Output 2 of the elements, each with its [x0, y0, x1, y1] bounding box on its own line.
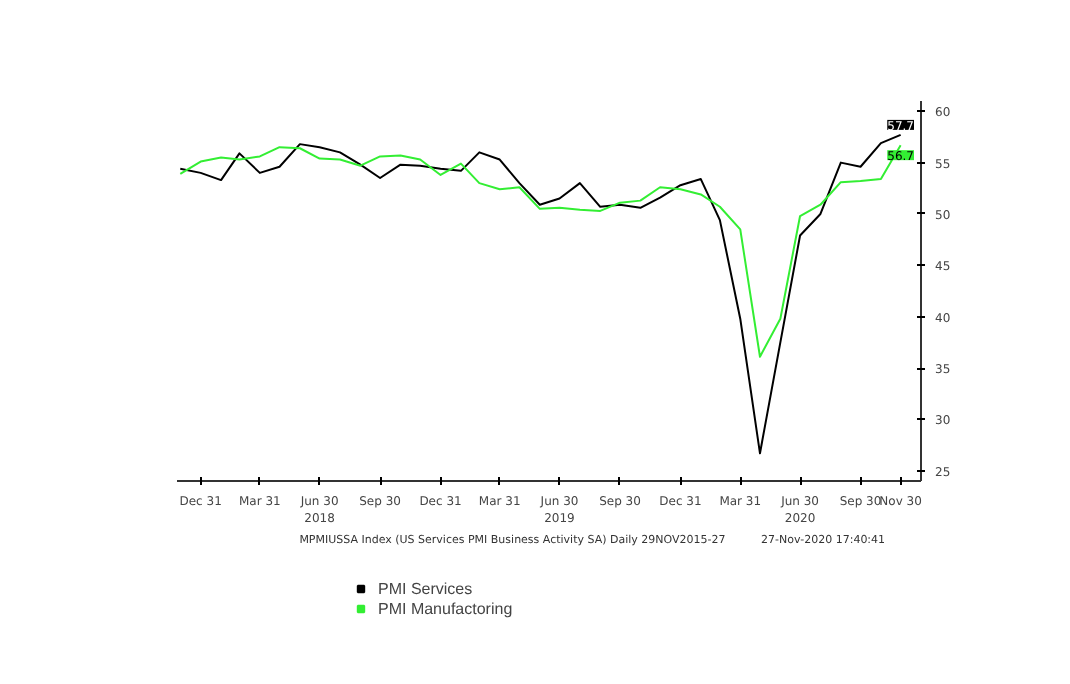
legend-label: PMI Services — [378, 578, 473, 598]
legend-label: PMI Manufactoring — [378, 598, 513, 618]
